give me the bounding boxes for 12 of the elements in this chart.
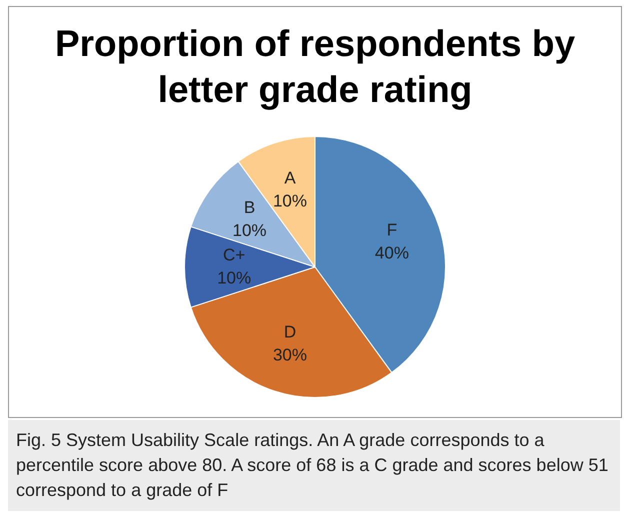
caption: Fig. 5 System Usability Scale ratings. An A grade corresponds to a percentile score above 80. A score of 68 is a C grade and scores below 51 correspond to a grade of F <box>8 420 620 511</box>
data-label: 10% <box>217 268 252 288</box>
data-label: 40% <box>374 244 409 263</box>
slice-label: C+ <box>222 246 246 265</box>
slice-label: B <box>244 198 256 218</box>
chart-title: Proportion of respondents by letter grade rating <box>54 22 576 112</box>
slice-label: A <box>284 168 296 188</box>
slice-label: F <box>386 220 398 240</box>
data-label: 10% <box>232 221 267 240</box>
data-label: 30% <box>272 346 308 365</box>
slice-label: D <box>284 322 296 342</box>
data-label: 10% <box>272 192 308 211</box>
